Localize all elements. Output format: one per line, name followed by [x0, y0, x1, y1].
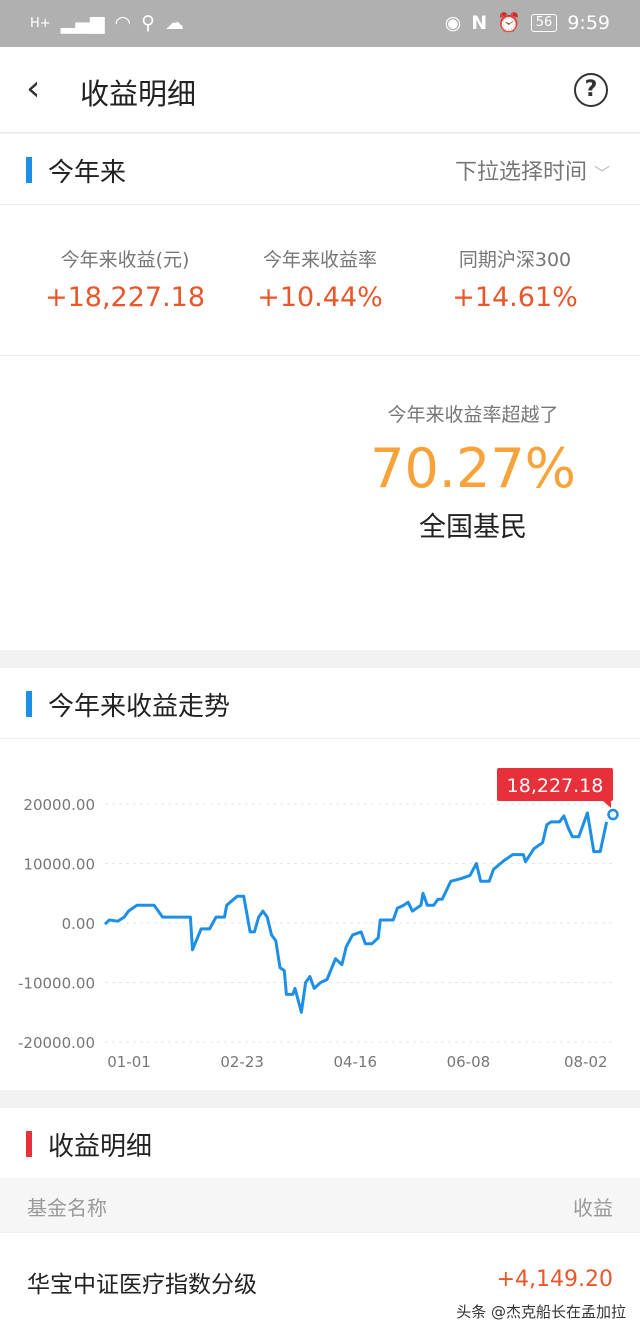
x-tick-label: 08-02 — [564, 1053, 608, 1071]
eye-icon: ◉ — [444, 11, 462, 34]
tooltip-pointer — [603, 801, 611, 808]
chevron-down-icon: ﹀ — [593, 164, 610, 183]
ranking-block: 今年来收益率超越了 70.27% 全国基民 — [370, 400, 576, 544]
x-tick-label: 01-01 — [107, 1053, 151, 1071]
clock: 9:59 — [567, 11, 610, 34]
time-picker[interactable]: 下拉选择时间 ﹀ — [455, 154, 610, 186]
column-fund-name: 基金名称 — [27, 1196, 107, 1220]
stat-hs300: 同期沪深300 +14.61% — [415, 245, 615, 313]
column-profit: 收益 — [573, 1196, 613, 1220]
trend-section: 今年来收益走势 20000.00 10000.00 0.00 -10000.00 -20… — [0, 668, 640, 1090]
stats-row: 今年来收益(元) +18,227.18 今年来收益率 +10.44% 同期沪深300… — [0, 205, 640, 356]
battery-icon: 56 — [530, 13, 558, 32]
tooltip-value: 18,227.18 — [507, 775, 604, 797]
period-section: 今年来 下拉选择时间 ﹀ 今年来收益(元) +18,227.18 今年来收益率 +1… — [0, 134, 640, 650]
tooltip-box — [497, 768, 613, 801]
signal-icon: H+ — [30, 15, 51, 31]
chevron-left-icon[interactable]: ‹ — [26, 68, 41, 109]
ranking-prefix: 今年来收益率超越了 — [387, 404, 559, 426]
x-tick-label: 06-08 — [447, 1053, 491, 1071]
stat-ytd-profit: 今年来收益(元) +18,227.18 — [25, 245, 225, 313]
section-title: 收益明细 — [48, 1132, 153, 1162]
cloud-icon: ☁ — [165, 12, 185, 34]
y-tick-label: 0.00 — [62, 915, 95, 933]
watermark: 头条 @杰克船长在孟加拉 — [456, 1303, 626, 1321]
section-marker — [26, 1131, 32, 1157]
y-tick-label: -20000.00 — [18, 1034, 95, 1052]
fund-profit: +4,149.20 — [496, 1267, 613, 1292]
last-data-point — [607, 808, 619, 821]
section-marker — [26, 157, 32, 183]
search-icon: ⚲ — [141, 12, 156, 34]
y-tick-label: 20000.00 — [23, 796, 95, 814]
section-marker — [26, 691, 32, 717]
section-title: 今年来收益走势 — [48, 692, 231, 722]
series-line — [103, 811, 609, 1014]
page-title: 收益明细 — [80, 77, 197, 111]
fund-name: 华宝中证医疗指数分级 — [27, 1272, 257, 1298]
table-row[interactable]: 华宝中证医疗指数分级 +4,149.20 头条 @杰克船长在孟加拉 — [0, 1232, 640, 1327]
status-bar: H+ ▂▄▆ ◠ ⚲ ☁ ◉ N ⏰ 56 9:59 — [0, 0, 640, 47]
stat-value: +10.44% — [257, 282, 383, 313]
alarm-icon: ⏰ — [497, 12, 521, 34]
stat-ytd-rate: 今年来收益率 +10.44% — [220, 245, 420, 313]
signal-bars-icon: ▂▄▆ — [60, 12, 105, 34]
detail-section: 收益明细 基金名称 收益 华宝中证医疗指数分级 +4,149.20 头条 @杰克… — [0, 1108, 640, 1327]
question-circle-icon[interactable]: ? — [574, 73, 608, 107]
table-header: 基金名称 收益 — [0, 1178, 640, 1232]
section-title: 今年来 — [48, 158, 127, 188]
header: ‹ 收益明细 ? — [0, 47, 640, 133]
x-tick-label: 02-23 — [220, 1053, 264, 1071]
stat-label: 今年来收益(元) — [60, 249, 190, 271]
time-picker-label: 下拉选择时间 — [454, 160, 587, 185]
y-tick-label: 10000.00 — [23, 856, 95, 874]
stat-value: +18,227.18 — [44, 282, 206, 313]
y-tick-label: -10000.00 — [18, 975, 95, 993]
trend-chart[interactable]: 20000.00 10000.00 0.00 -10000.00 -20000.00 01… — [0, 740, 640, 1090]
nfc-icon: N — [471, 11, 488, 34]
stat-value: +14.61% — [452, 282, 578, 313]
ranking-percent: 70.27% — [370, 437, 576, 500]
ranking-suffix: 全国基民 — [419, 512, 528, 543]
wifi-icon: ◠ — [114, 12, 132, 34]
stat-label: 同期沪深300 — [458, 249, 572, 271]
x-tick-label: 04-16 — [333, 1053, 377, 1071]
stat-label: 今年来收益率 — [262, 249, 377, 271]
